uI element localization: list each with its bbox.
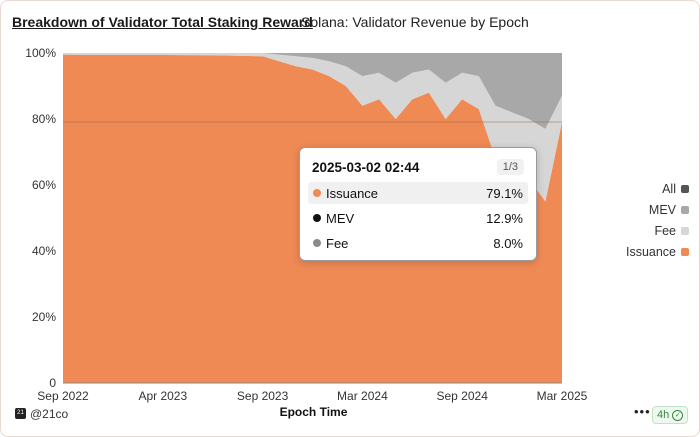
brand-logo-icon: 21 — [15, 408, 26, 419]
y-tick-label: 20% — [32, 310, 56, 324]
tooltip-date: 2025-03-02 02:44 — [312, 159, 420, 175]
x-tick-label: Mar 2025 — [537, 389, 588, 403]
y-tick-label: 100% — [25, 46, 56, 60]
legend-item-mev[interactable]: MEV — [611, 199, 689, 220]
fee-dot-icon — [313, 239, 321, 247]
hover-tooltip: 2025-03-02 02:44 1/3 Issuance 79.1% MEV … — [299, 147, 537, 261]
tooltip-row-issuance: Issuance 79.1% — [308, 182, 528, 204]
x-tick-label: Sep 2024 — [437, 389, 489, 403]
footer-handle[interactable]: @21co — [30, 407, 69, 421]
refresh-badge[interactable]: 4h ✓ — [652, 406, 689, 424]
legend-item-issuance[interactable]: Issuance — [611, 241, 689, 262]
tooltip-row-mev: MEV 12.9% — [308, 207, 528, 229]
y-tick-label: 60% — [32, 178, 56, 192]
x-tick-label: Sep 2023 — [237, 389, 289, 403]
mev-dot-icon — [313, 214, 321, 222]
area-fee[interactable] — [63, 53, 562, 202]
y-tick-label: 0 — [49, 376, 56, 390]
tooltip-row-fee: Fee 8.0% — [308, 232, 528, 254]
legend-item-fee[interactable]: Fee — [611, 220, 689, 241]
x-tick-label: Apr 2023 — [138, 389, 187, 403]
x-tick-label: Mar 2024 — [337, 389, 388, 403]
more-options-icon[interactable]: ••• — [634, 404, 651, 419]
legend-swatch-all — [681, 184, 689, 193]
legend-swatch-fee — [681, 226, 689, 235]
y-tick-label: 40% — [32, 244, 56, 258]
area-mev[interactable] — [63, 53, 562, 129]
legend-swatch-mev — [681, 205, 689, 214]
chart-subtitle: Solana: Validator Revenue by Epoch — [301, 14, 529, 30]
legend-swatch-issuance — [681, 247, 689, 256]
y-tick-label: 80% — [32, 112, 56, 126]
check-circle-icon: ✓ — [672, 409, 684, 421]
tooltip-page-indicator[interactable]: 1/3 — [496, 159, 524, 175]
chart-title[interactable]: Breakdown of Validator Total Staking Rew… — [12, 14, 313, 30]
x-axis-label: Epoch Time — [280, 405, 348, 419]
legend-item-all[interactable]: All — [611, 178, 689, 199]
issuance-dot-icon — [313, 189, 321, 197]
x-tick-label: Sep 2022 — [37, 389, 89, 403]
chart-legend: All MEV Fee Issuance — [611, 178, 689, 262]
